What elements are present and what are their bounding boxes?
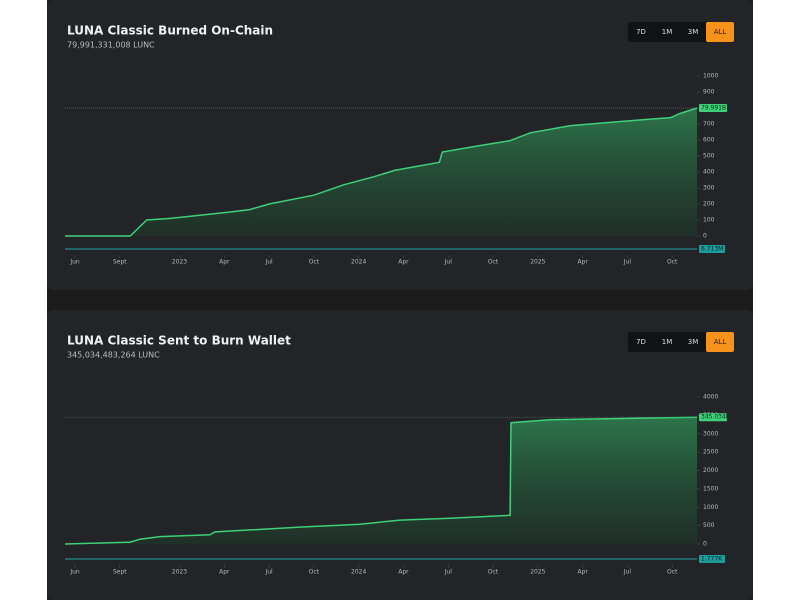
x-tick-label: Jul <box>444 259 453 266</box>
range-button[interactable]: 1M <box>662 28 673 36</box>
y-tick-label: 3000 <box>703 430 718 437</box>
y-tick-label: 300 <box>703 185 715 192</box>
y-tick-label: 700 <box>703 121 715 128</box>
x-tick-label: Oct <box>309 569 320 576</box>
last-value-box <box>699 413 727 422</box>
x-tick-label: Oct <box>309 259 320 266</box>
x-tick-label: 2025 <box>530 569 545 576</box>
x-tick-label: Jul <box>444 569 453 576</box>
chart-subtitle: 345,034,483,264 LUNC <box>67 351 160 360</box>
x-tick-label: Jul <box>623 259 632 266</box>
x-tick-label: 2023 <box>172 259 187 266</box>
x-tick-label: Oct <box>488 259 499 266</box>
range-button-active[interactable] <box>706 332 734 352</box>
x-tick-label: Sept <box>113 259 127 266</box>
x-tick-label: Oct <box>667 569 678 576</box>
x-tick-label: Apr <box>219 259 230 266</box>
last-value-label: 345.034B <box>701 414 730 421</box>
x-tick-label: Apr <box>398 259 409 266</box>
area-line <box>65 107 698 237</box>
range-button[interactable]: 1M <box>662 338 673 346</box>
x-tick-label: 2023 <box>172 569 187 576</box>
volume-label: 1.777K <box>701 556 723 563</box>
area-line <box>64 416 698 545</box>
y-tick-label: 500 <box>703 153 715 160</box>
x-tick-label: Jul <box>264 569 273 576</box>
range-button[interactable]: 3M <box>688 338 699 346</box>
chart-title: LUNA Classic Sent to Burn Wallet <box>67 334 291 348</box>
volume-box <box>699 245 725 253</box>
y-tick-label: 600 <box>703 137 715 144</box>
area-fill <box>65 108 697 236</box>
y-tick-label: 200 <box>703 201 715 208</box>
y-tick-label: 500 <box>703 522 715 529</box>
x-tick-label: Jul <box>264 259 273 266</box>
y-tick-label: 1500 <box>703 485 718 492</box>
x-tick-label: Sept <box>113 569 127 576</box>
y-tick-label: 2500 <box>703 449 718 456</box>
area-fill <box>65 417 697 544</box>
y-tick-label: 400 <box>703 169 715 176</box>
x-tick-label: Apr <box>219 569 230 576</box>
range-button[interactable]: 7D <box>636 28 646 36</box>
y-tick-label: 0 <box>703 233 707 240</box>
x-tick-label: 2025 <box>530 259 545 266</box>
x-tick-label: Jun <box>69 259 80 266</box>
y-tick-label: 4000 <box>703 394 718 401</box>
x-tick-label: Apr <box>398 569 409 576</box>
volume-label: 6.713M <box>701 246 723 253</box>
x-tick-label: 2024 <box>351 259 366 266</box>
x-tick-label: Jun <box>69 569 80 576</box>
y-tick-label: 1000 <box>703 73 718 80</box>
x-tick-label: Apr <box>577 259 588 266</box>
range-button[interactable]: 3M <box>688 28 699 36</box>
x-tick-label: Oct <box>667 259 678 266</box>
x-tick-label: 2024 <box>351 569 366 576</box>
y-tick-label: 2000 <box>703 467 718 474</box>
y-tick-label: 100 <box>703 217 715 224</box>
volume-box <box>699 555 725 563</box>
range-button[interactable]: ALL <box>714 28 727 36</box>
last-value-label: 79.991B <box>701 105 726 112</box>
y-tick-label: 1000 <box>703 504 718 511</box>
y-tick-label: 900 <box>703 89 715 96</box>
x-tick-label: Oct <box>488 569 499 576</box>
chart-title: LUNA Classic Burned On-Chain <box>67 24 273 38</box>
x-tick-label: Apr <box>577 569 588 576</box>
y-tick-label: 0 <box>703 541 707 548</box>
range-button-active[interactable] <box>706 22 734 42</box>
chart-subtitle: 79,991,331,008 LUNC <box>67 41 155 50</box>
x-tick-label: Jul <box>623 569 632 576</box>
last-value-box <box>699 104 727 113</box>
range-button[interactable]: ALL <box>714 338 727 346</box>
range-button[interactable]: 7D <box>636 338 646 346</box>
